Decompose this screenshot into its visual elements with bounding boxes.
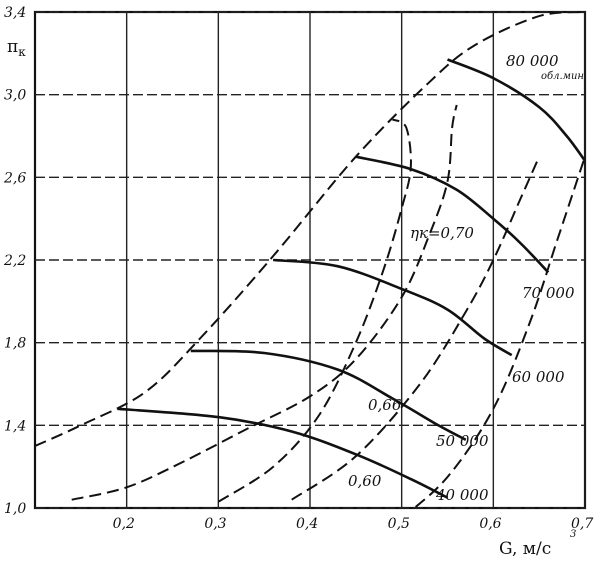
curves <box>35 12 585 508</box>
x-tick-label: 0,2 <box>113 516 135 532</box>
y-tick-label: 2,6 <box>3 170 26 186</box>
speed-line <box>447 58 585 162</box>
x-axis-title-superscript: 3 <box>570 529 576 540</box>
x-axis-title: G, м/с <box>499 539 551 559</box>
y-tick-label: 3,0 <box>4 88 26 104</box>
y-tick-label: 1,8 <box>4 336 26 352</box>
grid <box>33 10 587 510</box>
x-tick-label: 0,5 <box>388 516 410 532</box>
surge-line <box>35 12 585 447</box>
y-tick-label: 2,2 <box>3 253 26 269</box>
efficiency-line <box>291 156 541 501</box>
x-tick-label: 0,6 <box>479 516 501 532</box>
y-tick-label: 3,4 <box>4 5 26 21</box>
label-efficiency-066: 0,66 <box>368 396 402 414</box>
speed-line <box>190 349 467 441</box>
label-speed-80000: 80 000 <box>506 52 559 70</box>
speed-line <box>117 407 449 499</box>
y-tick-label: 1,0 <box>4 501 26 517</box>
x-tick-label: 0,7 <box>571 516 593 532</box>
label-speed-70000: 70 000 <box>522 284 575 302</box>
x-tick-label: 0,4 <box>296 516 318 532</box>
label-speed-50000: 50 000 <box>436 432 489 450</box>
speed-line <box>273 258 513 357</box>
x-tick-label: 0,3 <box>204 516 226 532</box>
ticks: 0,2 0,3 0,4 0,5 0,6 0,7 1,0 1,4 1,8 2,2 2,6 3,0 3,4 <box>3 5 593 532</box>
label-speed-60000: 60 000 <box>512 368 565 386</box>
label-speed-40000: 40 000 <box>435 486 489 504</box>
y-axis-title: πк <box>7 37 26 59</box>
label-efficiency-060: 0,60 <box>348 472 382 490</box>
label-efficiency-070: ηк=0,70 <box>410 224 474 242</box>
efficiency-line <box>71 104 458 501</box>
speed-line <box>355 155 550 274</box>
efficiency-line <box>412 156 585 508</box>
y-tick-label: 1,4 <box>4 418 26 434</box>
efficiency-line <box>217 118 412 503</box>
region-note-label: обл.мин <box>541 71 584 82</box>
